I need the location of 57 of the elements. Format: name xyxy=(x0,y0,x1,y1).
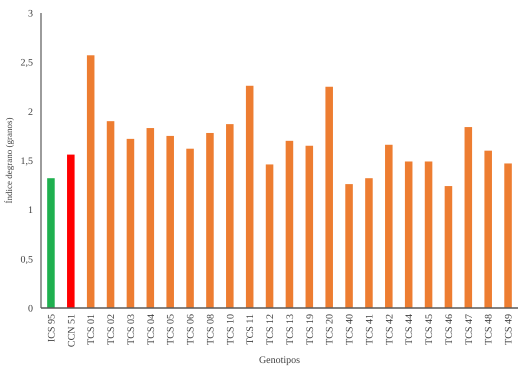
x-tick-label: TCS 40 xyxy=(344,314,356,345)
x-tick-label: TCS 47 xyxy=(464,314,475,345)
x-tick-label: TCS 12 xyxy=(265,314,276,345)
bar xyxy=(504,163,512,308)
x-tick-label: TCS 46 xyxy=(444,314,455,345)
x-tick-label: TCS 02 xyxy=(106,314,118,345)
y-tick-label: 1 xyxy=(28,205,33,216)
x-axis-title: Genotipos xyxy=(258,355,300,366)
x-tick-label: TCS 41 xyxy=(364,314,376,345)
x-tick-label: TCS 19 xyxy=(304,314,316,345)
x-tick-label: TCS 42 xyxy=(384,314,396,345)
bar xyxy=(67,154,75,308)
bar xyxy=(106,121,114,308)
bar xyxy=(186,148,194,308)
bar xyxy=(484,150,492,308)
x-tick-label: TCS 05 xyxy=(166,314,177,345)
y-tick-label: 0,5 xyxy=(20,254,33,266)
x-tick-label: TCS 10 xyxy=(225,314,236,345)
bar xyxy=(47,178,55,308)
bar xyxy=(365,178,373,308)
bar xyxy=(404,161,412,308)
x-tick-label: TCS 48 xyxy=(484,314,495,345)
bar xyxy=(325,86,333,308)
bar xyxy=(286,140,294,308)
x-tick-label: TCS 44 xyxy=(404,314,416,345)
bar xyxy=(86,55,94,308)
x-tick-label: TCS 20 xyxy=(324,314,336,345)
bar xyxy=(345,184,353,308)
bar xyxy=(266,164,274,308)
x-tick-label: TCS 03 xyxy=(126,314,137,345)
x-tick-label: ICS 95 xyxy=(46,314,58,342)
bar xyxy=(246,86,254,308)
x-tick-label: TCS 11 xyxy=(245,314,256,344)
y-tick-label: 1,5 xyxy=(20,156,33,167)
x-tick-label: TCS 49 xyxy=(504,314,515,345)
bar xyxy=(385,144,393,308)
bar xyxy=(226,124,234,308)
x-tick-label: TCS 01 xyxy=(86,314,98,345)
bar xyxy=(306,146,314,308)
bar xyxy=(444,186,452,308)
bar xyxy=(424,161,432,308)
y-tick-label: 2 xyxy=(28,106,33,118)
bar xyxy=(206,132,214,308)
x-tick-label: TCS 13 xyxy=(284,314,296,345)
bar xyxy=(126,138,134,308)
y-tick-label: 0 xyxy=(28,304,33,314)
y-axis-title: Índice degrano (granos) xyxy=(4,118,14,204)
y-tick-label: 2,5 xyxy=(20,58,33,69)
bar xyxy=(464,127,472,308)
x-tick-label: TCS 45 xyxy=(424,314,436,345)
x-tick-label: TCS 04 xyxy=(146,314,157,345)
x-tick-label: TCS 06 xyxy=(186,314,197,345)
x-tick-label: CCN 51 xyxy=(66,314,78,348)
bar xyxy=(166,136,174,308)
x-tick-label: TCS 08 xyxy=(205,314,216,345)
bar xyxy=(146,128,154,308)
y-tick-label: 3 xyxy=(28,8,33,20)
